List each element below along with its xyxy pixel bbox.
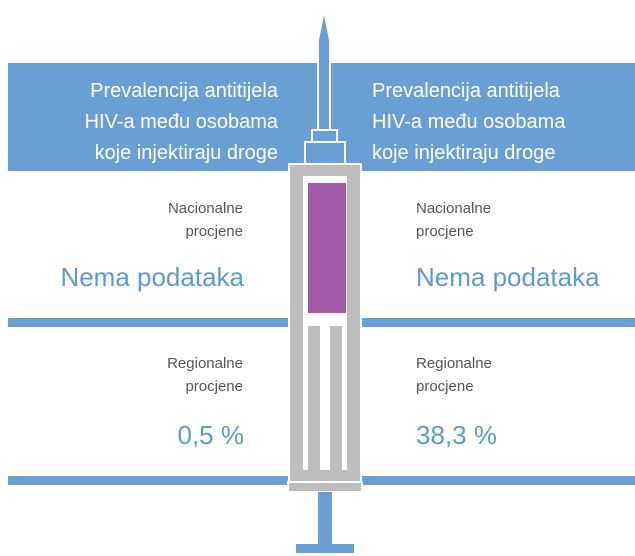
header-title: koje injektiraju droge bbox=[372, 142, 555, 164]
national-label: Nacionalne bbox=[168, 200, 243, 217]
regional-value: 0,5 % bbox=[178, 420, 245, 450]
header-title: Prevalencija antitijela bbox=[90, 80, 279, 102]
header-title: koje injektiraju droge bbox=[95, 142, 278, 164]
header-title: Prevalencija antitijela bbox=[372, 80, 561, 102]
header-title: HIV-a među osobama bbox=[372, 111, 566, 133]
national-label: procjene bbox=[416, 223, 474, 240]
regional-label: Regionalne bbox=[416, 355, 492, 372]
national-value: Nema podataka bbox=[416, 262, 600, 292]
national-value: Nema podataka bbox=[60, 262, 244, 292]
regional-label: Regionalne bbox=[167, 355, 243, 372]
header-title: HIV-a među osobama bbox=[85, 111, 279, 133]
infographic: Prevalencija antitijela HIV-a među osobam… bbox=[0, 0, 635, 556]
regional-label: procjene bbox=[185, 378, 243, 395]
regional-value: 38,3 % bbox=[416, 420, 497, 450]
national-label: Nacionalne bbox=[416, 200, 491, 217]
national-label: procjene bbox=[185, 223, 243, 240]
regional-label: procjene bbox=[416, 378, 474, 395]
